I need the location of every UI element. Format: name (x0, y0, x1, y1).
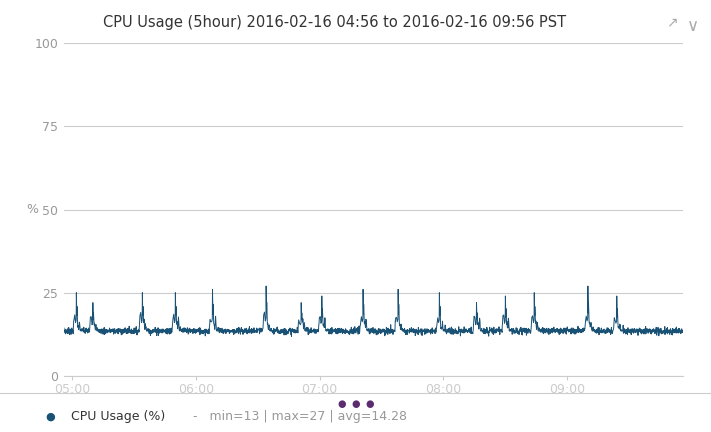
Text: CPU Usage (%): CPU Usage (%) (71, 410, 166, 423)
Text: ●: ● (351, 399, 360, 409)
Text: ∨: ∨ (687, 17, 700, 35)
Text: -   min=13 | max=27 | avg=14.28: - min=13 | max=27 | avg=14.28 (185, 410, 407, 423)
Text: ●: ● (365, 399, 374, 409)
Text: ↗: ↗ (666, 15, 678, 29)
Text: CPU Usage (5hour) 2016-02-16 04:56 to 2016-02-16 09:56 PST: CPU Usage (5hour) 2016-02-16 04:56 to 20… (102, 15, 566, 30)
Y-axis label: %: % (26, 203, 38, 216)
Text: ●: ● (337, 399, 346, 409)
Text: ●: ● (45, 412, 55, 422)
